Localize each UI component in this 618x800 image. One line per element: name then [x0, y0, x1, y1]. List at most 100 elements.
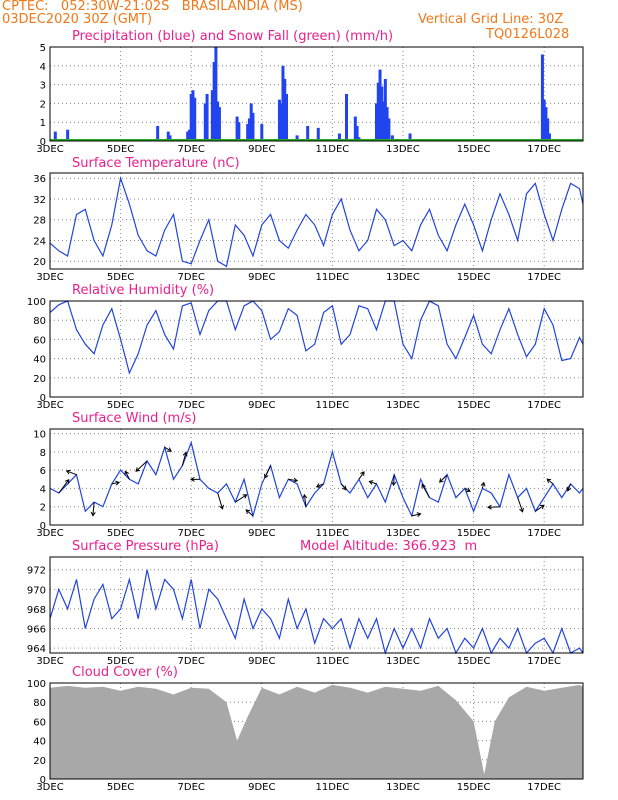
precip-bar: [390, 135, 394, 141]
y-tick-label: 60: [33, 335, 46, 346]
wind-arrow: [217, 492, 223, 509]
x-tick-label: 7DEC: [178, 656, 205, 667]
wind-arrow-head: [480, 481, 486, 487]
precip-bar: [187, 129, 191, 141]
wind-arrow-head: [135, 467, 141, 472]
wind-arrow-head: [264, 473, 269, 479]
series-line: [49, 440, 584, 519]
wind-arrow: [517, 497, 524, 512]
precip-bar: [375, 103, 379, 141]
x-tick-label: 3DEC: [36, 528, 63, 539]
x-tick-label: 5DEC: [107, 656, 134, 667]
wind-arrow-head: [293, 477, 299, 483]
wind-arrow-head: [416, 512, 422, 517]
x-tick-label: 7DEC: [178, 782, 205, 793]
wind-arrow: [135, 460, 148, 472]
precip-bar: [217, 107, 221, 141]
series-line: [49, 569, 584, 656]
x-tick-label: 17DEC: [527, 400, 561, 411]
wind-arrow-head: [487, 504, 492, 510]
panel-frame: [49, 428, 584, 526]
x-tick-label: 9DEC: [248, 656, 275, 667]
wind-arrow-head: [315, 483, 321, 488]
precip-bar: [306, 125, 310, 141]
wind-arrow-head: [391, 481, 397, 487]
y-tick-label: 28: [33, 216, 46, 227]
x-tick-label: 9DEC: [248, 400, 275, 411]
precip-bar: [66, 129, 70, 141]
x-tick-label: 5DEC: [107, 272, 134, 283]
y-tick-label: 4: [40, 62, 46, 73]
precip-bar: [295, 135, 299, 141]
precip-bar: [383, 78, 387, 141]
panel-frame: [49, 46, 584, 142]
x-tick-label: 13DEC: [386, 400, 420, 411]
x-tick-label: 15DEC: [457, 272, 491, 283]
wind-arrow-head: [90, 511, 96, 517]
precip-bar: [246, 124, 250, 141]
y-tick-label: 3: [40, 81, 46, 92]
panel-frame: [49, 300, 584, 398]
y-tick-label: 24: [33, 236, 46, 247]
precip-bar: [193, 97, 197, 141]
x-tick-label: 3DEC: [36, 782, 63, 793]
x-tick-label: 13DEC: [386, 144, 420, 155]
wind-arrow: [546, 478, 554, 485]
panel-frame: [49, 682, 584, 780]
y-tick-label: 80: [33, 316, 46, 327]
y-tick-label: 968: [27, 605, 46, 616]
precip-bar: [247, 118, 251, 141]
wind-arrow: [439, 474, 448, 483]
wind-arrow-head: [115, 480, 121, 486]
precip-bar: [345, 94, 349, 141]
y-tick-label: 966: [27, 625, 46, 636]
y-tick-label: 2: [40, 503, 46, 514]
location-header: CPTEC: 052:30W-21:02S BRASILANDIA (MS): [2, 0, 303, 14]
precip-bar: [382, 101, 386, 141]
wind-arrow-head: [439, 478, 444, 483]
precip-bar: [387, 118, 391, 141]
precip-bar: [385, 107, 389, 141]
precip-bar: [283, 78, 287, 141]
wind-arrow: [567, 483, 572, 491]
precip-bar: [237, 122, 241, 141]
precip-bar: [353, 116, 357, 141]
wind-arrow: [369, 480, 377, 485]
wind-arrow-head: [566, 486, 572, 492]
precip-bar: [212, 62, 216, 141]
y-tick-label: 970: [27, 585, 46, 596]
cloud-title: Cloud Cover (%): [72, 665, 178, 680]
wind-arrow: [111, 481, 120, 485]
x-tick-label: 15DEC: [457, 656, 491, 667]
wind-arrow: [245, 509, 254, 517]
x-tick-label: 5DEC: [107, 144, 134, 155]
wind-arrow: [92, 502, 95, 516]
x-tick-label: 11DEC: [316, 272, 350, 283]
y-tick-label: 20: [33, 257, 46, 268]
wind-arrow: [66, 470, 77, 476]
y-tick-label: 40: [33, 355, 46, 366]
y-tick-label: 2: [40, 99, 46, 110]
precip-bar: [168, 135, 172, 141]
y-tick-label: 0: [40, 393, 46, 404]
precip-bar: [205, 94, 209, 141]
precip-bar: [189, 94, 193, 141]
wind-arrow-head: [64, 479, 70, 484]
grid-note-header: Vertical Grid Line: 30Z: [418, 12, 564, 27]
y-tick-label: 32: [33, 195, 46, 206]
x-tick-label: 17DEC: [527, 272, 561, 283]
wind-arrow-head: [421, 483, 426, 489]
x-tick-label: 15DEC: [457, 528, 491, 539]
wind-arrow: [316, 483, 324, 488]
precip-bar: [186, 131, 190, 141]
y-tick-label: 8: [40, 448, 46, 459]
wind-arrow: [411, 513, 421, 517]
precip-bar: [214, 47, 218, 141]
precip-bar: [542, 99, 546, 141]
x-tick-label: 5DEC: [107, 528, 134, 539]
y-tick-label: 40: [33, 737, 46, 748]
y-tick-label: 100: [27, 679, 46, 690]
altitude-label: Model Altitude: 366.923 m: [300, 539, 478, 554]
wind-arrow-head: [546, 478, 552, 484]
